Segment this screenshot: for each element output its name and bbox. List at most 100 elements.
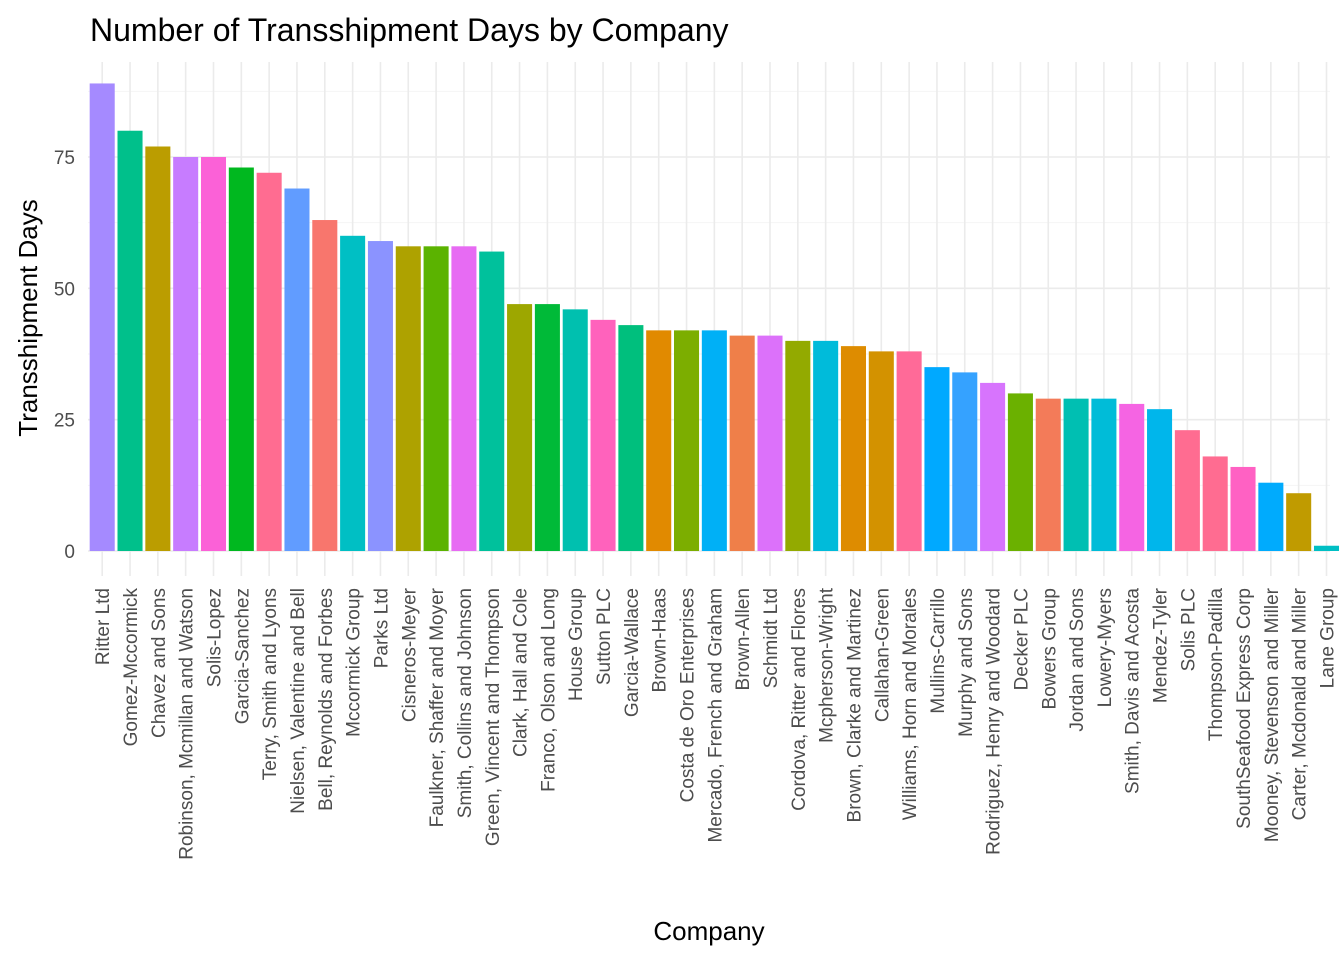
- bar: [674, 330, 700, 551]
- bar: [173, 157, 199, 551]
- chart-title: Number of Transshipment Days by Company: [90, 12, 728, 48]
- x-tick-label: Decker PLC: [1011, 588, 1032, 690]
- x-tick-label: Bell, Reynolds and Forbes: [316, 588, 337, 811]
- bar: [284, 188, 310, 551]
- x-tick-label: Smith, Davis and Acosta: [1123, 588, 1144, 794]
- y-tick-label: 0: [64, 542, 75, 563]
- bar: [200, 157, 227, 551]
- x-tick-label: Faulkner, Shaffer and Moyer: [427, 587, 448, 827]
- x-tick-label: Brown-Haas: [650, 588, 671, 693]
- bar: [896, 351, 922, 551]
- x-tick-label: Franco, Olson and Long: [538, 588, 559, 792]
- bar: [1147, 409, 1173, 551]
- x-tick-label: Lowery-Myers: [1095, 588, 1116, 707]
- x-tick-label: Terry, Smith and Lyons: [260, 588, 281, 780]
- x-tick-label: Garcia-Sanchez: [232, 588, 253, 724]
- bar: [1091, 398, 1117, 551]
- bar: [785, 340, 811, 551]
- x-tick-label: Mendez-Tyler: [1151, 587, 1172, 703]
- x-tick-label: Mccormick Group: [344, 588, 365, 737]
- bar: [729, 335, 755, 551]
- bar: [562, 309, 588, 551]
- x-tick-label: House Group: [566, 588, 587, 701]
- x-tick-label: Jordan and Sons: [1067, 588, 1088, 732]
- bar: [1202, 456, 1228, 551]
- x-tick-label: Mcpherson-Wright: [817, 587, 838, 743]
- x-tick-label: Solis-Lopez: [205, 588, 226, 687]
- x-axis-ticks: Ritter Ltd Gomez-Mccormick Chavez and Sons…: [93, 587, 1338, 859]
- x-tick-label: Clark, Hall and Cole: [511, 588, 532, 757]
- x-tick-label: Costa de Oro Enterprises: [678, 588, 699, 802]
- x-tick-label: Green, Vincent and Thompson: [483, 588, 504, 846]
- bar: [145, 146, 171, 551]
- x-tick-label: Solis PLC: [1178, 588, 1199, 671]
- x-tick-label: Brown-Allen: [733, 588, 754, 690]
- bar: [256, 172, 282, 551]
- x-tick-label: Garcia-Wallace: [622, 588, 643, 717]
- bar: [952, 372, 978, 551]
- x-tick-label: Gomez-Mccormick: [121, 588, 142, 747]
- x-tick-label: SouthSeafood Express Corp: [1234, 588, 1255, 829]
- x-tick-label: Robinson, Mcmillan and Watson: [177, 588, 198, 860]
- bar: [590, 319, 616, 551]
- x-tick-label: Parks Ltd: [371, 588, 392, 668]
- bar: [1063, 398, 1089, 551]
- bar: [423, 246, 449, 551]
- x-tick-label: Chavez and Sons: [149, 588, 170, 738]
- x-tick-label: Mooney, Stevenson and Miller: [1262, 587, 1283, 842]
- y-tick-label: 25: [54, 411, 75, 432]
- bar: [534, 304, 560, 551]
- bar: [1313, 545, 1340, 551]
- x-axis-title: Company: [653, 916, 764, 946]
- y-axis-ticks: 0 25 50 75: [54, 148, 75, 563]
- bar: [451, 246, 477, 551]
- x-tick-label: Lane Group: [1318, 588, 1339, 688]
- bar: [1286, 493, 1312, 551]
- bar: [507, 304, 533, 551]
- x-tick-label: Ritter Ltd: [93, 588, 114, 665]
- bar: [868, 351, 894, 551]
- x-tick-label: Smith, Collins and Johnson: [455, 588, 476, 818]
- bar: [1035, 398, 1061, 551]
- bar: [1174, 430, 1200, 551]
- bar: [228, 167, 254, 552]
- bar: [340, 235, 366, 552]
- x-tick-label: Nielsen, Valentine and Bell: [288, 588, 309, 814]
- bar: [1119, 403, 1145, 551]
- bar: [1230, 466, 1256, 551]
- bar: [312, 220, 338, 552]
- x-tick-label: Carter, Mcdonald and Miller: [1290, 587, 1311, 820]
- x-tick-label: Mercado, French and Graham: [705, 588, 726, 843]
- x-tick-label: Brown, Clarke and Martinez: [844, 588, 865, 822]
- bar: [924, 367, 950, 551]
- x-tick-label: Cordova, Ritter and Flores: [789, 588, 810, 811]
- x-tick-label: Williams, Horn and Morales: [900, 588, 921, 820]
- bar: [367, 241, 393, 551]
- y-tick-label: 50: [54, 279, 75, 300]
- x-tick-label: Sutton PLC: [594, 588, 615, 685]
- bar: [813, 340, 839, 551]
- y-axis-title: Transshipment Days: [13, 199, 43, 436]
- bar: [980, 382, 1006, 551]
- bar: [757, 335, 783, 551]
- x-tick-label: Callahan-Green: [872, 588, 893, 722]
- x-tick-label: Murphy and Sons: [956, 588, 977, 737]
- bar: [479, 251, 505, 551]
- y-tick-label: 75: [54, 148, 75, 169]
- bar: [646, 330, 672, 551]
- bar: [618, 325, 644, 551]
- x-tick-label: Bowers Group: [1039, 588, 1060, 709]
- x-tick-label: Mullins-Carrillo: [928, 588, 949, 714]
- bar: [701, 330, 727, 551]
- bar: [117, 130, 143, 551]
- bar: [395, 246, 421, 551]
- x-tick-label: Schmidt Ltd: [761, 588, 782, 688]
- bars: [89, 83, 1340, 552]
- bar: [840, 346, 866, 551]
- bar: [89, 83, 115, 551]
- x-tick-label: Thompson-Padilla: [1206, 588, 1227, 742]
- bar: [1258, 482, 1284, 551]
- x-tick-label: Rodriguez, Henry and Woodard: [984, 588, 1005, 855]
- x-tick-label: Cisneros-Meyer: [399, 587, 420, 722]
